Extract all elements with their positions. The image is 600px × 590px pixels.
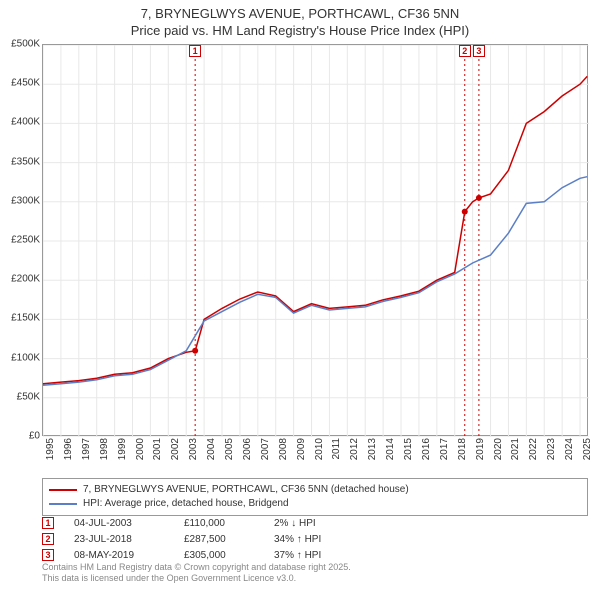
footer-line-1: Contains HM Land Registry data © Crown c… [42,562,351,573]
events-table: 1 04-JUL-2003 £110,000 2% ↓ HPI 2 23-JUL-2018… [42,516,588,564]
x-tick-label: 1997 [81,438,92,468]
x-tick-label: 2019 [475,438,486,468]
legend-label: 7, BRYNEGLWYS AVENUE, PORTHCAWL, CF36 5N… [83,483,409,497]
event-pct: 34% ↑ HPI [274,534,364,545]
x-tick-label: 2000 [135,438,146,468]
legend-swatch [49,503,77,505]
event-pct: 2% ↓ HPI [274,518,364,529]
x-tick-label: 2006 [242,438,253,468]
x-tick-label: 2001 [152,438,163,468]
event-row: 1 04-JUL-2003 £110,000 2% ↓ HPI [42,516,588,530]
x-tick-label: 1998 [99,438,110,468]
legend-item: 7, BRYNEGLWYS AVENUE, PORTHCAWL, CF36 5N… [49,483,581,497]
footer-line-2: This data is licensed under the Open Gov… [42,573,351,584]
event-price: £305,000 [184,550,254,561]
chart-svg [43,45,589,437]
chart-marker-badge: 1 [189,45,201,57]
event-badge: 3 [42,549,54,561]
y-tick-label: £150K [0,313,40,324]
x-tick-label: 2005 [224,438,235,468]
y-tick-label: £250K [0,235,40,246]
event-date: 08-MAY-2019 [74,550,164,561]
x-tick-label: 2016 [421,438,432,468]
x-tick-label: 2004 [206,438,217,468]
chart-marker-badge: 2 [459,45,471,57]
x-tick-label: 2017 [439,438,450,468]
x-tick-label: 2003 [188,438,199,468]
x-tick-label: 2012 [349,438,360,468]
legend: 7, BRYNEGLWYS AVENUE, PORTHCAWL, CF36 5N… [42,478,588,516]
x-tick-label: 1996 [63,438,74,468]
footer-attribution: Contains HM Land Registry data © Crown c… [42,562,351,584]
x-tick-label: 1995 [45,438,56,468]
x-tick-label: 2011 [331,438,342,468]
x-tick-label: 2021 [510,438,521,468]
x-tick-label: 2024 [564,438,575,468]
x-tick-label: 2022 [528,438,539,468]
legend-label: HPI: Average price, detached house, Brid… [83,497,289,511]
y-tick-label: £450K [0,78,40,89]
page-container: 7, BRYNEGLWYS AVENUE, PORTHCAWL, CF36 5N… [0,0,600,590]
x-tick-label: 2023 [546,438,557,468]
title-line-1: 7, BRYNEGLWYS AVENUE, PORTHCAWL, CF36 5N… [0,6,600,23]
x-tick-label: 2008 [278,438,289,468]
event-row: 2 23-JUL-2018 £287,500 34% ↑ HPI [42,532,588,546]
y-tick-label: £300K [0,195,40,206]
event-pct: 37% ↑ HPI [274,550,364,561]
event-badge: 1 [42,517,54,529]
x-tick-label: 2010 [314,438,325,468]
event-date: 04-JUL-2003 [74,518,164,529]
x-tick-label: 2002 [170,438,181,468]
y-tick-label: £350K [0,156,40,167]
event-price: £110,000 [184,518,254,529]
x-tick-label: 2020 [493,438,504,468]
y-tick-label: £500K [0,39,40,50]
x-tick-label: 2013 [367,438,378,468]
y-tick-label: £200K [0,274,40,285]
legend-item: HPI: Average price, detached house, Brid… [49,497,581,511]
y-tick-label: £0 [0,431,40,442]
legend-swatch [49,489,77,491]
x-tick-label: 2025 [582,438,593,468]
y-tick-label: £400K [0,117,40,128]
x-tick-label: 1999 [117,438,128,468]
chart-marker-badge: 3 [473,45,485,57]
chart-plot-area: 1 23 [42,44,588,436]
x-tick-label: 2014 [385,438,396,468]
x-tick-label: 2009 [296,438,307,468]
y-tick-label: £100K [0,352,40,363]
chart-title: 7, BRYNEGLWYS AVENUE, PORTHCAWL, CF36 5N… [0,0,600,40]
x-tick-label: 2007 [260,438,271,468]
x-tick-label: 2015 [403,438,414,468]
event-row: 3 08-MAY-2019 £305,000 37% ↑ HPI [42,548,588,562]
event-price: £287,500 [184,534,254,545]
title-line-2: Price paid vs. HM Land Registry's House … [0,23,600,40]
x-tick-label: 2018 [457,438,468,468]
y-tick-label: £50K [0,391,40,402]
event-badge: 2 [42,533,54,545]
event-date: 23-JUL-2018 [74,534,164,545]
